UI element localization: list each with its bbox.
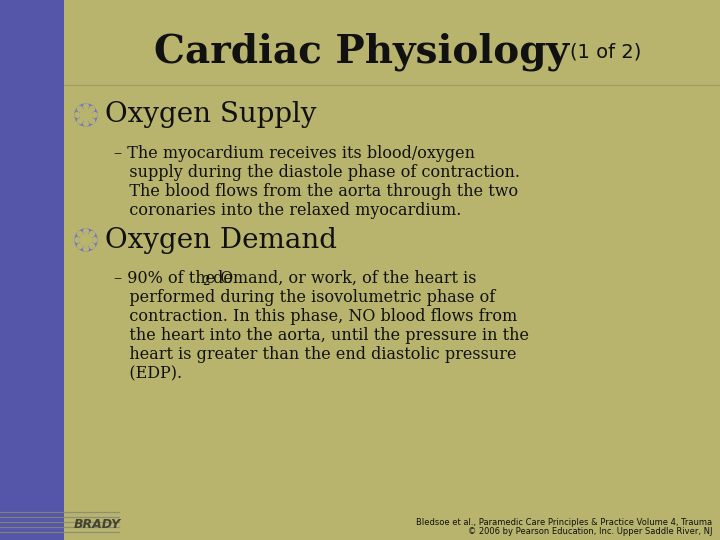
- Circle shape: [84, 104, 89, 109]
- Circle shape: [75, 104, 97, 126]
- Circle shape: [90, 232, 94, 237]
- Circle shape: [92, 112, 97, 117]
- Circle shape: [84, 121, 89, 126]
- Text: supply during the diastole phase of contraction.: supply during the diastole phase of cont…: [114, 164, 520, 181]
- Text: The blood flows from the aorta through the two: The blood flows from the aorta through t…: [114, 183, 518, 200]
- Text: – 90% of the O: – 90% of the O: [114, 270, 233, 287]
- Text: performed during the isovolumetric phase of: performed during the isovolumetric phase…: [114, 289, 495, 306]
- Circle shape: [84, 229, 89, 234]
- Text: contraction. In this phase, NO blood flows from: contraction. In this phase, NO blood flo…: [114, 308, 517, 325]
- Text: the heart into the aorta, until the pressure in the: the heart into the aorta, until the pres…: [114, 327, 529, 344]
- Circle shape: [75, 229, 97, 251]
- Circle shape: [75, 238, 80, 242]
- Circle shape: [78, 106, 82, 111]
- Text: Oxygen Supply: Oxygen Supply: [105, 102, 317, 129]
- Circle shape: [90, 244, 94, 248]
- Circle shape: [90, 119, 94, 124]
- Text: 2: 2: [202, 275, 210, 288]
- Text: BRADY: BRADY: [74, 518, 121, 531]
- Text: – The myocardium receives its blood/oxygen: – The myocardium receives its blood/oxyg…: [114, 145, 475, 162]
- Text: (EDP).: (EDP).: [114, 365, 182, 382]
- Circle shape: [90, 106, 94, 111]
- Circle shape: [80, 234, 92, 246]
- Circle shape: [84, 246, 89, 251]
- Text: Oxygen Demand: Oxygen Demand: [105, 226, 337, 253]
- Text: (1 of 2): (1 of 2): [570, 43, 642, 62]
- Circle shape: [78, 244, 82, 248]
- Text: Cardiac Physiology: Cardiac Physiology: [154, 33, 570, 71]
- Circle shape: [78, 232, 82, 237]
- Text: coronaries into the relaxed myocardium.: coronaries into the relaxed myocardium.: [114, 202, 462, 219]
- Circle shape: [92, 238, 97, 242]
- Circle shape: [80, 109, 92, 121]
- Text: Bledsoe et al., Paramedic Care Principles & Practice Volume 4, Trauma: Bledsoe et al., Paramedic Care Principle…: [416, 518, 712, 527]
- Circle shape: [75, 112, 80, 117]
- Bar: [0, 0, 64, 540]
- Text: heart is greater than the end diastolic pressure: heart is greater than the end diastolic …: [114, 346, 516, 363]
- Circle shape: [78, 119, 82, 124]
- Text: demand, or work, of the heart is: demand, or work, of the heart is: [208, 270, 477, 287]
- Text: © 2006 by Pearson Education, Inc. Upper Saddle River, NJ: © 2006 by Pearson Education, Inc. Upper …: [467, 527, 712, 536]
